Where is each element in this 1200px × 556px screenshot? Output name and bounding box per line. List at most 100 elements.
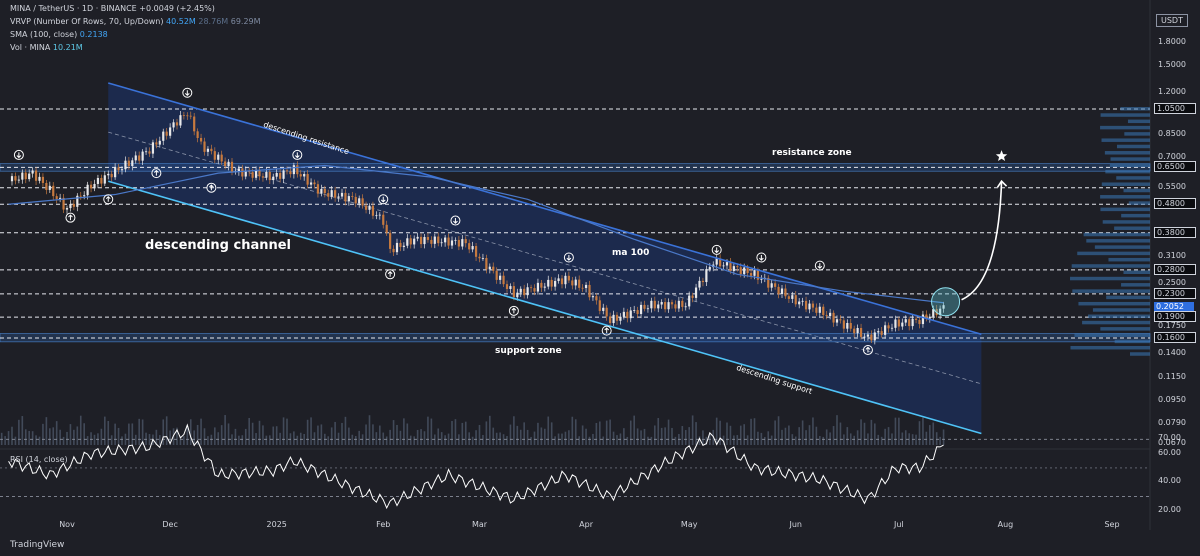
arrow-down-icon (756, 252, 767, 263)
vrvp-down-value: 28.76M (198, 17, 229, 26)
candle-down (426, 237, 430, 240)
volume-bar (430, 418, 433, 445)
arrow-down-icon (378, 194, 389, 205)
volume-bar (801, 420, 804, 445)
candle-down (880, 331, 883, 335)
candle-up (657, 304, 660, 309)
descending-resistance-line (108, 82, 982, 336)
volume-bar (14, 436, 17, 445)
volume-legend[interactable]: Vol · MINA 10.21M (10, 43, 83, 52)
volume-bar (354, 435, 357, 445)
candle-up (272, 176, 275, 181)
arrow-up-icon (508, 305, 519, 316)
time-tick-label: Dec (162, 520, 178, 529)
candle-down (203, 141, 206, 152)
candle-down (148, 151, 151, 154)
candle-down (849, 322, 852, 329)
volume-profile-bar (1106, 295, 1150, 300)
volume-bar (389, 429, 391, 445)
candle-down (794, 295, 797, 305)
volume-bar (337, 432, 340, 445)
volume-bar (310, 417, 312, 445)
volume-bar (819, 435, 821, 445)
arrow-down-icon (182, 87, 193, 98)
currency-badge[interactable]: USDT (1156, 14, 1188, 27)
candle-up (694, 287, 698, 298)
time-tick-label: Jun (789, 520, 803, 529)
volume-bar (585, 428, 587, 445)
candle-up (612, 314, 615, 324)
volume-bar (327, 436, 330, 445)
candle-down (615, 314, 619, 321)
volume-bar (623, 428, 625, 445)
volume-bar (104, 416, 106, 445)
candle-up (760, 278, 763, 280)
pivot-arrow (387, 271, 393, 277)
volume-bar (781, 429, 783, 445)
sma-100-line (8, 164, 944, 304)
volume-bar (200, 418, 202, 445)
candle-down (45, 182, 48, 190)
pivot-arrow (566, 254, 572, 261)
volume-profile-bar (1077, 251, 1150, 256)
volume-bar (877, 434, 880, 445)
rsi-label[interactable]: RSI (14, close) (10, 455, 68, 464)
volume-bar (636, 428, 639, 445)
candle-up (124, 160, 127, 170)
price-tick-label: 1.2000 (1158, 86, 1186, 96)
volume-bar (863, 422, 866, 445)
volume-bar (516, 425, 519, 445)
candle-up (347, 196, 350, 202)
time-tick-label: Feb (376, 520, 391, 529)
candle-up (646, 308, 650, 310)
volume-bar (52, 427, 55, 445)
candle-down (361, 198, 364, 206)
volume-bar (482, 434, 484, 445)
candle-up (440, 242, 443, 244)
candle-down (523, 288, 526, 296)
price-tick-label: 0.1900 (1154, 311, 1196, 323)
candle-down (784, 288, 787, 297)
candle-up (808, 303, 811, 310)
vrvp-legend[interactable]: VRVP (Number Of Rows, 70, Up/Down) 40.52… (10, 17, 261, 26)
volume-bar (922, 417, 924, 445)
candle-down (193, 116, 196, 132)
pivot-arrow (154, 169, 159, 176)
volume-bar (348, 427, 350, 445)
volume-profile-bar (1102, 220, 1150, 224)
volume-bar (736, 435, 739, 445)
candle-down (749, 273, 753, 276)
volume-bar (62, 436, 65, 445)
volume-profile-bar (1121, 283, 1150, 287)
candle-down (588, 284, 591, 298)
candle-up (591, 296, 595, 298)
candle-up (309, 182, 313, 185)
volume-bar (554, 436, 556, 445)
candle-up (732, 266, 735, 271)
candle-up (416, 236, 419, 239)
volume-bar (351, 434, 354, 445)
time-tick-label: Nov (59, 520, 75, 529)
price-tick-label: 0.1400 (1158, 348, 1186, 358)
volume-bar (664, 427, 666, 445)
candle-down (382, 214, 385, 225)
candle-up (206, 148, 210, 152)
candle-up (275, 172, 278, 177)
volume-bar (159, 435, 161, 445)
sma-legend[interactable]: SMA (100, close) 0.2138 (10, 30, 108, 39)
price-tick-label: 0.1150 (1158, 372, 1186, 382)
candle-down (468, 243, 471, 250)
candle-up (866, 334, 870, 337)
volume-bar (217, 432, 220, 445)
volume-bar (812, 417, 814, 445)
volume-bar (396, 424, 398, 445)
candle-down (165, 131, 168, 136)
volume-bar (90, 432, 92, 445)
projection-arrowhead (996, 179, 1008, 188)
volume-bar (128, 423, 130, 445)
arrow-down-icon (450, 215, 461, 226)
candle-down (643, 304, 646, 309)
volume-bar (502, 434, 505, 445)
candle-down (478, 256, 481, 259)
